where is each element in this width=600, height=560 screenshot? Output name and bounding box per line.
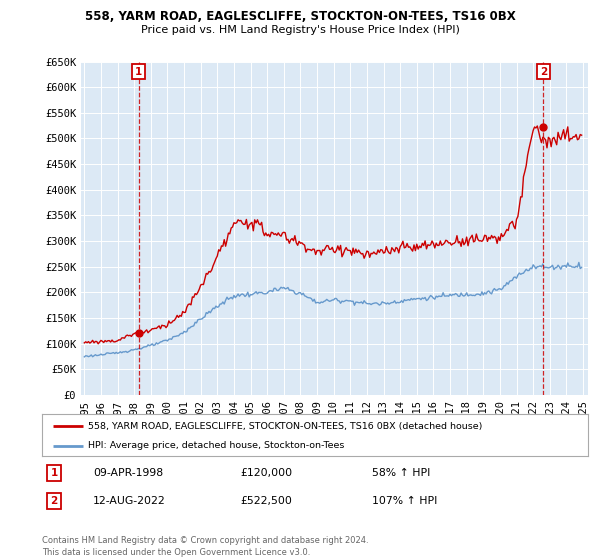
Text: 558, YARM ROAD, EAGLESCLIFFE, STOCKTON-ON-TEES, TS16 0BX (detached house): 558, YARM ROAD, EAGLESCLIFFE, STOCKTON-O… (88, 422, 483, 431)
Text: 558, YARM ROAD, EAGLESCLIFFE, STOCKTON-ON-TEES, TS16 0BX: 558, YARM ROAD, EAGLESCLIFFE, STOCKTON-O… (85, 10, 515, 22)
Text: £120,000: £120,000 (240, 468, 292, 478)
Text: HPI: Average price, detached house, Stockton-on-Tees: HPI: Average price, detached house, Stoc… (88, 441, 345, 450)
Text: 09-APR-1998: 09-APR-1998 (93, 468, 163, 478)
Text: Contains HM Land Registry data © Crown copyright and database right 2024.
This d: Contains HM Land Registry data © Crown c… (42, 536, 368, 557)
Text: 2: 2 (50, 496, 58, 506)
Text: £522,500: £522,500 (240, 496, 292, 506)
Text: 12-AUG-2022: 12-AUG-2022 (93, 496, 166, 506)
Text: 107% ↑ HPI: 107% ↑ HPI (372, 496, 437, 506)
Text: 58% ↑ HPI: 58% ↑ HPI (372, 468, 430, 478)
Text: 2: 2 (540, 67, 547, 77)
Text: Price paid vs. HM Land Registry's House Price Index (HPI): Price paid vs. HM Land Registry's House … (140, 25, 460, 35)
Text: 1: 1 (50, 468, 58, 478)
Text: 1: 1 (135, 67, 142, 77)
